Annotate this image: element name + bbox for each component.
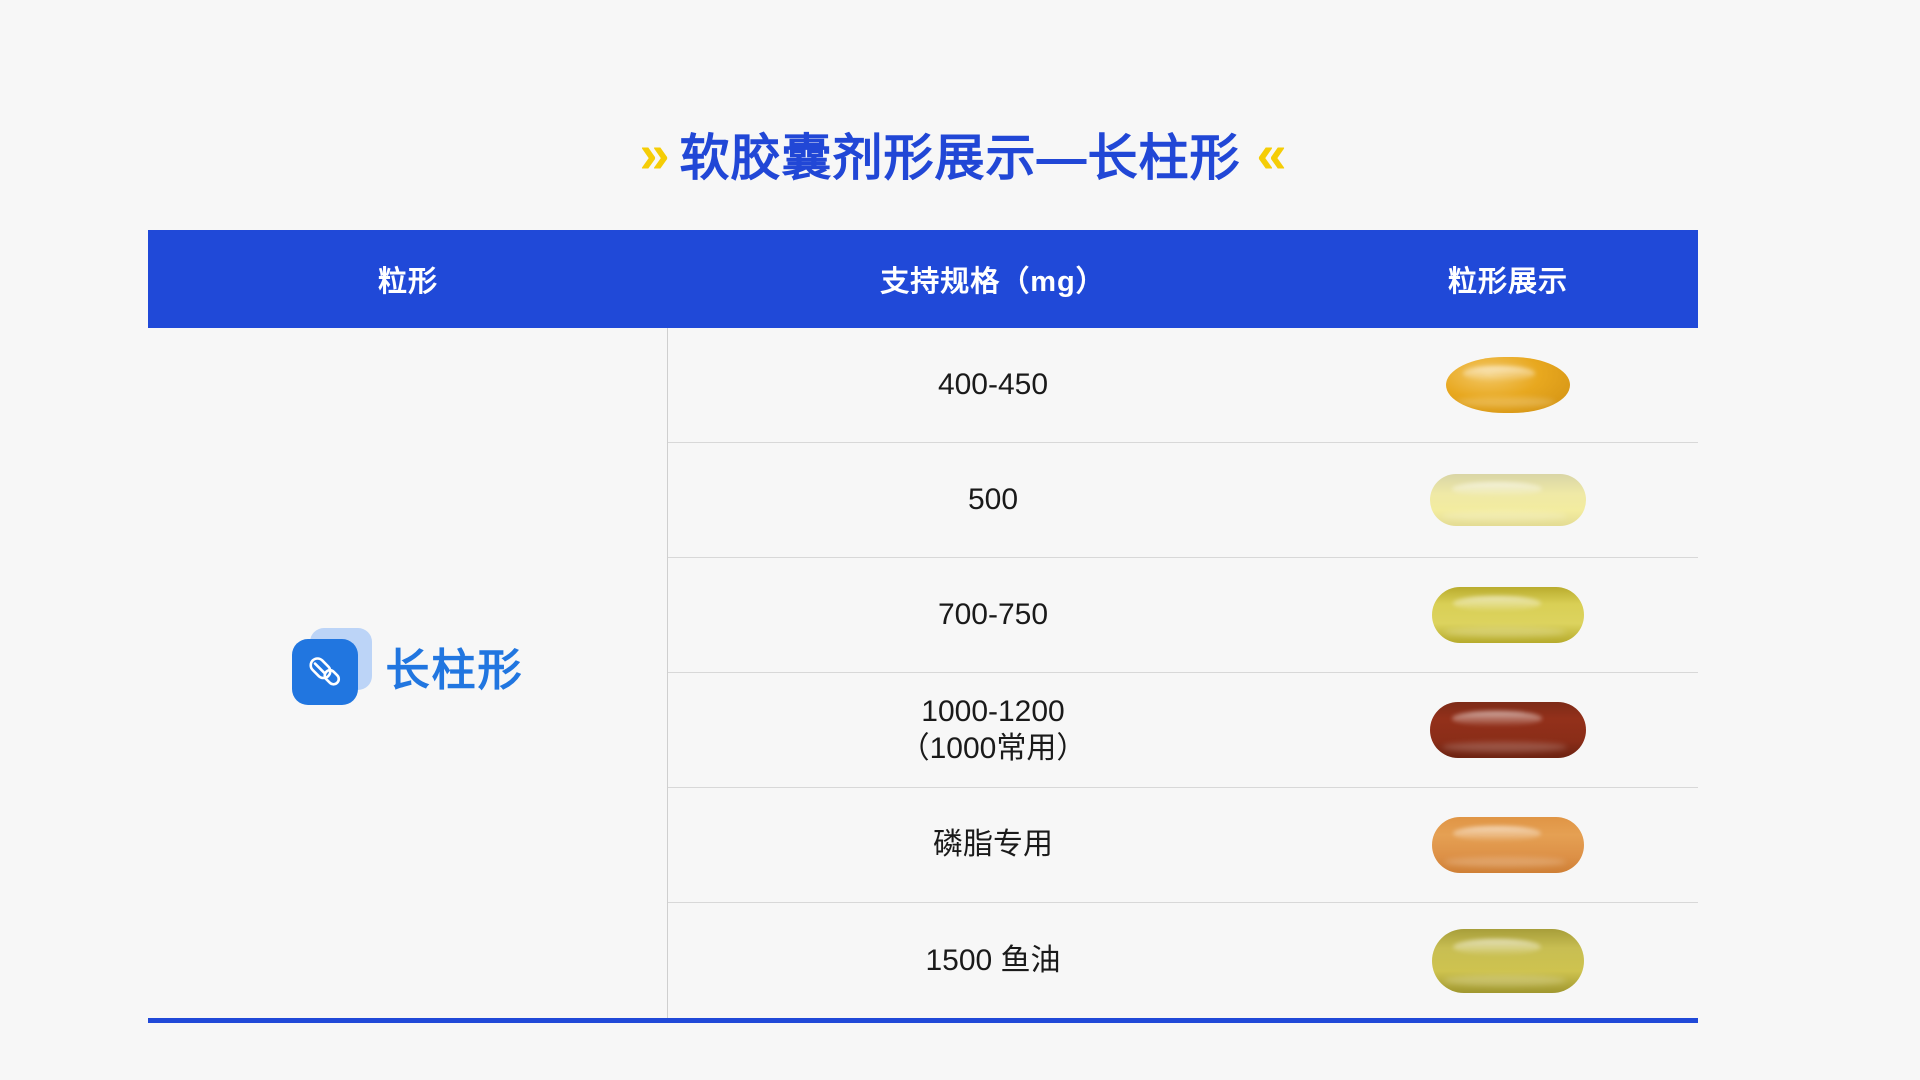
icon-front-square (291, 639, 358, 705)
capsule-view (1318, 817, 1698, 873)
table-row: 1500 鱼油 (668, 903, 1698, 1018)
page-title: » 软胶囊剂形展示—长柱形 « (0, 118, 1920, 190)
table-row: 1000-1200 （1000常用） (668, 673, 1698, 788)
chevron-left-double-icon: « (1256, 124, 1287, 184)
column-header-spec: 支持规格（mg） (880, 266, 1106, 298)
column-header-shape: 粒形 (377, 266, 438, 298)
capsule-spec-table: 粒形 支持规格（mg） 粒形展示 (148, 230, 1698, 1023)
capsule-view (1318, 702, 1698, 758)
capsule-amber-oval (1446, 357, 1570, 413)
capsule-pale-yellow-oblong (1430, 474, 1586, 526)
capsule-view (1318, 587, 1698, 643)
capsule-olive-yellow-oblong (1432, 587, 1584, 643)
capsule-dark-red-oblong (1430, 702, 1586, 758)
capsule-orange-oblong (1432, 817, 1584, 873)
spec-value: 1000-1200 （1000常用） (899, 694, 1087, 765)
page-title-text: 软胶囊剂形展示—长柱形 (679, 130, 1241, 186)
chevron-right-double-icon: » (639, 124, 669, 184)
spec-value: 500 (967, 483, 1019, 517)
shape-label: 长柱形 (385, 646, 524, 695)
table-row: 磷脂专用 (668, 788, 1698, 903)
table-body: 长柱形 400-450 500 700-7 (148, 328, 1698, 1023)
capsule-golden-olive-oblong (1432, 928, 1584, 993)
capsule-view (1318, 474, 1698, 526)
spec-value: 磷脂专用 (933, 828, 1053, 862)
spec-value: 1500 鱼油 (925, 943, 1061, 977)
table-header-row: 粒形 支持规格（mg） 粒形展示 (148, 230, 1698, 328)
table-row: 700-750 (668, 558, 1698, 673)
table-row: 500 (668, 443, 1698, 558)
capsule-view (1318, 928, 1698, 993)
shape-cell: 长柱形 (148, 328, 668, 1018)
capsule-icon (291, 628, 372, 709)
spec-value: 400-450 (937, 368, 1049, 402)
capsule-view (1318, 357, 1698, 413)
column-header-view: 粒形展示 (1447, 266, 1568, 298)
table-row: 400-450 (668, 328, 1698, 443)
spec-value: 700-750 (937, 598, 1049, 632)
spec-rows: 400-450 500 700-750 (668, 328, 1698, 1018)
